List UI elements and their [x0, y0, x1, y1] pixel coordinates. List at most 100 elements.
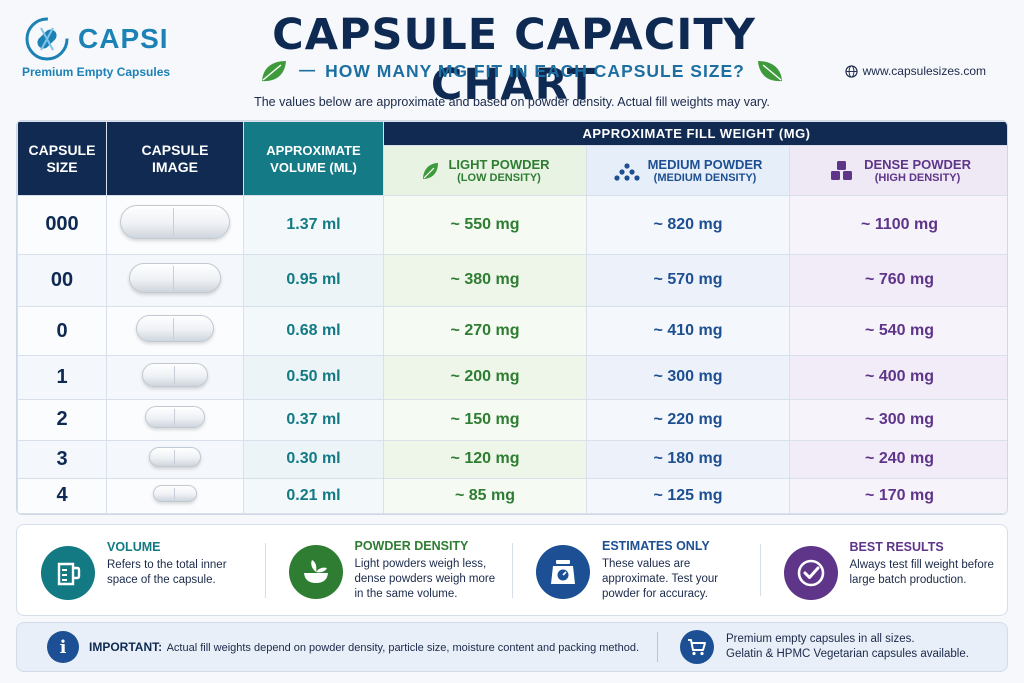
measuring-cup-icon	[41, 546, 95, 600]
promo-line-2: Gelatin & HPMC Vegetarian capsules avail…	[726, 648, 969, 660]
website-link[interactable]: www.capsulesizes.com	[844, 64, 986, 78]
size-cell: 2	[17, 398, 107, 441]
capsule-logo-icon	[25, 17, 69, 61]
light-cell: ~ 200 mg	[383, 354, 587, 400]
subtitle-dash: —	[299, 62, 316, 79]
shopping-cart-icon[interactable]	[680, 630, 714, 664]
light-cell: ~ 270 mg	[383, 306, 587, 356]
dense-cell: ~ 300 mg	[788, 398, 1007, 441]
header-image-line2: IMAGE	[152, 158, 198, 175]
dense-cell: ~ 170 mg	[788, 477, 1007, 514]
light-label: LIGHT POWDER	[448, 157, 550, 172]
size-cell: 00	[17, 253, 107, 308]
capsule-image-cell	[106, 195, 244, 255]
website-url: www.capsulesizes.com	[862, 64, 986, 78]
table-row: 3 0.30 ml ~ 120 mg ~ 180 mg ~ 240 mg	[17, 439, 1007, 479]
capsule-4-image	[153, 484, 197, 502]
brand-tagline: Premium Empty Capsules	[22, 65, 171, 79]
card-volume: VOLUME Refers to the total inner space o…	[17, 540, 265, 600]
dense-cell: ~ 400 mg	[788, 354, 1007, 400]
table-row: 4 0.21 ml ~ 85 mg ~ 125 mg ~ 170 mg	[17, 477, 1007, 514]
light-cell: ~ 550 mg	[383, 195, 587, 255]
important-notice: i IMPORTANT: Actual fill weights depend …	[17, 631, 657, 663]
dense-sub: (HIGH DENSITY)	[874, 172, 961, 184]
size-cell: 3	[17, 439, 107, 479]
disclaimer-note: The values below are approximate and bas…	[254, 95, 770, 109]
table-row: 000 1.37 ml ~ 550 mg ~ 820 mg ~ 1100 mg	[17, 195, 1007, 255]
footer: i IMPORTANT: Actual fill weights depend …	[16, 622, 1008, 672]
dots-icon	[613, 162, 640, 181]
globe-icon	[844, 64, 858, 78]
footer-divider	[657, 632, 658, 662]
header-light-powder: LIGHT POWDER (LOW DENSITY)	[383, 145, 587, 196]
volume-cell: 1.37 ml	[243, 195, 384, 255]
card-title: ESTIMATES ONLY	[602, 538, 710, 553]
header-dense-powder: DENSE POWDER (HIGH DENSITY)	[788, 145, 1007, 196]
card-title: VOLUME	[107, 540, 161, 554]
important-label: IMPORTANT:	[89, 640, 163, 654]
important-text: Actual fill weights depend on powder den…	[166, 642, 640, 654]
capsule-image-cell	[106, 306, 244, 356]
capsule-2-image	[145, 406, 205, 429]
capsule-00-image	[129, 262, 221, 293]
table-row: 0 0.68 ml ~ 270 mg ~ 410 mg ~ 540 mg	[17, 306, 1007, 356]
volume-cell: 0.21 ml	[243, 477, 384, 514]
page-subtitle: HOW MANY MG FIT IN EACH CAPSULE SIZE?	[325, 60, 745, 81]
header-volume-line2: VOLUME (ML)	[270, 159, 357, 175]
table-row: 00 0.95 ml ~ 380 mg ~ 570 mg ~ 760 mg	[17, 253, 1007, 308]
table-row: 1 0.50 ml ~ 200 mg ~ 300 mg ~ 400 mg	[17, 354, 1007, 400]
promo: Premium empty capsules in all sizes. Gel…	[658, 630, 969, 664]
dense-cell: ~ 240 mg	[788, 439, 1007, 479]
card-title: BEST RESULTS	[849, 540, 944, 554]
page-title: CAPSULE CAPACITY CHART	[272, 10, 756, 110]
header-volume: APPROXIMATE VOLUME (ML)	[243, 121, 384, 196]
leaf-icon	[262, 61, 287, 82]
card-text: Refers to the total inner space of the c…	[107, 559, 227, 586]
header-capsule-image: CAPSULE IMAGE	[106, 121, 244, 196]
header-fill-weight: APPROXIMATE FILL WEIGHT (MG)	[382, 121, 1007, 146]
info-cards: VOLUME Refers to the total inner space o…	[16, 524, 1008, 616]
light-cell: ~ 85 mg	[383, 477, 587, 514]
medium-cell: ~ 180 mg	[586, 439, 790, 479]
capsule-000-image	[120, 205, 230, 240]
capsule-image-cell	[106, 477, 244, 514]
brand: CAPSI Premium Empty Capsules	[22, 14, 192, 79]
volume-cell: 0.50 ml	[243, 354, 384, 400]
volume-cell: 0.30 ml	[243, 439, 384, 479]
capsule-image-cell	[106, 439, 244, 479]
capsule-1-image	[142, 362, 208, 387]
scale-icon	[536, 544, 590, 599]
header-volume-line1: APPROXIMATE	[266, 142, 361, 158]
table-row: 2 0.37 ml ~ 150 mg ~ 220 mg ~ 300 mg	[17, 398, 1007, 441]
capsule-image-cell	[106, 398, 244, 441]
card-powder-density: POWDER DENSITY Light powders weigh less,…	[264, 538, 513, 602]
cubes-icon	[831, 160, 853, 180]
volume-cell: 0.37 ml	[243, 398, 384, 441]
powder-bowl-icon	[288, 544, 343, 599]
capsule-image-cell	[106, 354, 244, 400]
volume-cell: 0.95 ml	[243, 253, 384, 308]
card-estimates: ESTIMATES ONLY These values are approxim…	[512, 539, 760, 602]
info-icon: i	[47, 631, 79, 663]
size-cell: 0	[17, 306, 107, 356]
size-cell: 4	[17, 477, 107, 514]
card-title: POWDER DENSITY	[354, 538, 469, 553]
card-text: Always test fill weight before large bat…	[849, 559, 994, 586]
header-size-line2: SIZE	[46, 158, 78, 175]
dense-cell: ~ 1100 mg	[788, 195, 1007, 255]
card-text: Light powders weigh less, dense powders …	[354, 557, 496, 600]
dense-cell: ~ 760 mg	[788, 253, 1007, 308]
medium-cell: ~ 300 mg	[586, 354, 790, 400]
capsule-image-cell	[106, 253, 244, 308]
medium-cell: ~ 410 mg	[586, 306, 790, 356]
size-cell: 1	[17, 354, 107, 400]
header-capsule-size: CAPSULE SIZE	[17, 121, 107, 196]
light-cell: ~ 120 mg	[383, 439, 587, 479]
medium-cell: ~ 570 mg	[586, 253, 790, 308]
leaf-icon	[423, 162, 439, 179]
dense-cell: ~ 540 mg	[788, 306, 1007, 356]
capsule-0-image	[136, 315, 214, 343]
capsule-3-image	[149, 446, 201, 467]
promo-line-1: Premium empty capsules in all sizes.	[726, 633, 915, 645]
capacity-table: CAPSULE SIZE CAPSULE IMAGE APPROXIMATE V…	[16, 120, 1008, 515]
